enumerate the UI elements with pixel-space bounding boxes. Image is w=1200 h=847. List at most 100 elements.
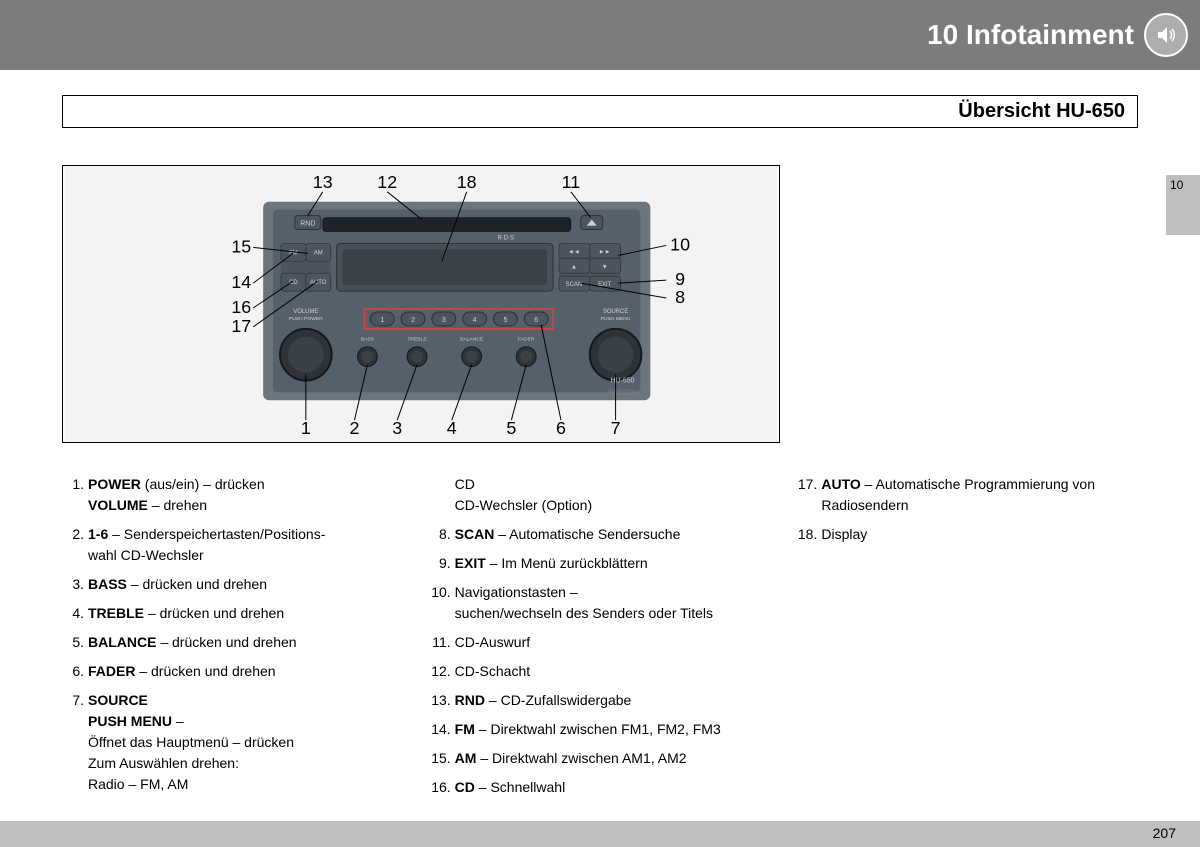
legend-num: 12. — [429, 661, 455, 682]
svg-text:6: 6 — [556, 418, 566, 438]
svg-text:AM: AM — [314, 250, 323, 256]
legend-num: 16. — [429, 777, 455, 798]
legend-num: 7. — [62, 690, 88, 795]
legend-item: 5.BALANCE – drücken und drehen — [62, 632, 405, 653]
speaker-icon — [1144, 13, 1188, 57]
legend-item: 6.FADER – drücken und drehen — [62, 661, 405, 682]
legend-col-3: 17.AUTO – Automatische Programmierung vo… — [795, 474, 1138, 806]
legend-num — [429, 474, 455, 516]
legend-num: 1. — [62, 474, 88, 516]
svg-text:12: 12 — [377, 172, 397, 192]
legend-text: FM – Direktwahl zwischen FM1, FM2, FM3 — [455, 719, 721, 740]
svg-text:14: 14 — [231, 272, 251, 292]
legend-text: Display — [821, 524, 867, 545]
legend-text: POWER (aus/ein) – drückenVOLUME – drehen — [88, 474, 265, 516]
legend-item: 17.AUTO – Automatische Programmierung vo… — [795, 474, 1138, 516]
legend-item: CDCD-Wechsler (Option) — [429, 474, 772, 516]
legend-item: 3.BASS – drücken und drehen — [62, 574, 405, 595]
svg-text:PUSH POWER: PUSH POWER — [289, 316, 323, 322]
svg-text:◄◄: ◄◄ — [568, 249, 580, 255]
svg-text:2: 2 — [350, 418, 360, 438]
radio-diagram: RNDR·D·SFMAMCDAUTO◄◄►►▲▼SCANEXIT123456VO… — [63, 166, 779, 442]
legend-text: AM – Direktwahl zwischen AM1, AM2 — [455, 748, 687, 769]
legend-item: 11.CD-Auswurf — [429, 632, 772, 653]
svg-text:8: 8 — [675, 287, 685, 307]
section-title-box: Übersicht HU-650 — [62, 95, 1138, 128]
svg-text:10: 10 — [670, 234, 690, 254]
legend-text: EXIT – Im Menü zurückblättern — [455, 553, 648, 574]
legend-text: BASS – drücken und drehen — [88, 574, 267, 595]
legend-col-1: 1.POWER (aus/ein) – drückenVOLUME – dreh… — [62, 474, 405, 806]
legend-item: 13.RND – CD-Zufallswidergabe — [429, 690, 772, 711]
svg-text:6: 6 — [534, 317, 538, 324]
legend-text: Navigationstasten –suchen/wechseln des S… — [455, 582, 713, 624]
svg-text:R·D·S: R·D·S — [497, 235, 514, 241]
legend-columns: 1.POWER (aus/ein) – drückenVOLUME – dreh… — [62, 474, 1138, 806]
svg-text:TREBLE: TREBLE — [407, 337, 427, 343]
svg-text:17: 17 — [231, 316, 251, 336]
legend-num: 17. — [795, 474, 821, 516]
legend-item: 4.TREBLE – drücken und drehen — [62, 603, 405, 624]
legend-num: 2. — [62, 524, 88, 566]
legend-text: SOURCEPUSH MENU –Öffnet das Hauptmenü – … — [88, 690, 294, 795]
legend-text: AUTO – Automatische Programmierung von R… — [821, 474, 1138, 516]
svg-text:3: 3 — [392, 418, 402, 438]
svg-text:5: 5 — [506, 418, 516, 438]
svg-text:13: 13 — [313, 172, 333, 192]
svg-text:BASS: BASS — [361, 337, 375, 343]
legend-num: 13. — [429, 690, 455, 711]
svg-text:7: 7 — [611, 418, 621, 438]
legend-text: RND – CD-Zufallswidergabe — [455, 690, 632, 711]
svg-text:3: 3 — [442, 317, 446, 324]
svg-text:16: 16 — [231, 297, 251, 317]
svg-text:15: 15 — [231, 236, 251, 256]
thumb-tab: 10 — [1166, 175, 1200, 235]
legend-text: CD-Auswurf — [455, 632, 530, 653]
svg-text:3905003m: 3905003m — [608, 389, 641, 396]
legend-num: 9. — [429, 553, 455, 574]
svg-text:11: 11 — [562, 172, 581, 192]
legend-num: 11. — [429, 632, 455, 653]
legend-item: 16.CD – Schnellwahl — [429, 777, 772, 798]
legend-text: SCAN – Automatische Sendersuche — [455, 524, 681, 545]
svg-text:1: 1 — [380, 317, 384, 324]
legend-col-2: CDCD-Wechsler (Option)8.SCAN – Automatis… — [429, 474, 772, 806]
legend-text: FADER – drücken und drehen — [88, 661, 276, 682]
legend-num: 14. — [429, 719, 455, 740]
svg-text:SOURCE: SOURCE — [603, 309, 628, 315]
svg-text:SCAN: SCAN — [566, 282, 583, 288]
legend-num: 4. — [62, 603, 88, 624]
legend-item: 10.Navigationstasten –suchen/wechseln de… — [429, 582, 772, 624]
radio-figure: RNDR·D·SFMAMCDAUTO◄◄►►▲▼SCANEXIT123456VO… — [62, 165, 780, 443]
svg-text:FADER: FADER — [518, 337, 535, 343]
section-title: Übersicht HU-650 — [958, 100, 1125, 122]
legend-text: CD – Schnellwahl — [455, 777, 566, 798]
legend-item: 2.1-6 – Senderspeichertasten/Positions-w… — [62, 524, 405, 566]
svg-text:PUSH MENU: PUSH MENU — [601, 316, 631, 322]
svg-text:1: 1 — [301, 418, 311, 438]
legend-num: 8. — [429, 524, 455, 545]
legend-item: 18.Display — [795, 524, 1138, 545]
svg-text:18: 18 — [457, 172, 477, 192]
chapter-title: 10 Infotainment — [927, 19, 1134, 51]
svg-text:RND: RND — [300, 221, 315, 228]
legend-num: 3. — [62, 574, 88, 595]
svg-text:4: 4 — [447, 418, 457, 438]
svg-text:▲: ▲ — [571, 264, 577, 270]
page-number: 207 — [1153, 825, 1176, 841]
legend-num: 5. — [62, 632, 88, 653]
svg-text:4: 4 — [473, 317, 477, 324]
footer-band: 207 — [0, 821, 1200, 847]
svg-text:▼: ▼ — [602, 264, 608, 270]
svg-text:HU-650: HU-650 — [611, 377, 635, 384]
svg-text:VOLUME: VOLUME — [293, 309, 318, 315]
legend-text: BALANCE – drücken und drehen — [88, 632, 297, 653]
svg-text:5: 5 — [503, 317, 507, 324]
legend-text: CDCD-Wechsler (Option) — [455, 474, 592, 516]
legend-item: 12.CD-Schacht — [429, 661, 772, 682]
legend-item: 1.POWER (aus/ein) – drückenVOLUME – dreh… — [62, 474, 405, 516]
legend-item: 7.SOURCEPUSH MENU –Öffnet das Hauptmenü … — [62, 690, 405, 795]
svg-text:►►: ►► — [599, 249, 611, 255]
legend-item: 15.AM – Direktwahl zwischen AM1, AM2 — [429, 748, 772, 769]
legend-num: 6. — [62, 661, 88, 682]
